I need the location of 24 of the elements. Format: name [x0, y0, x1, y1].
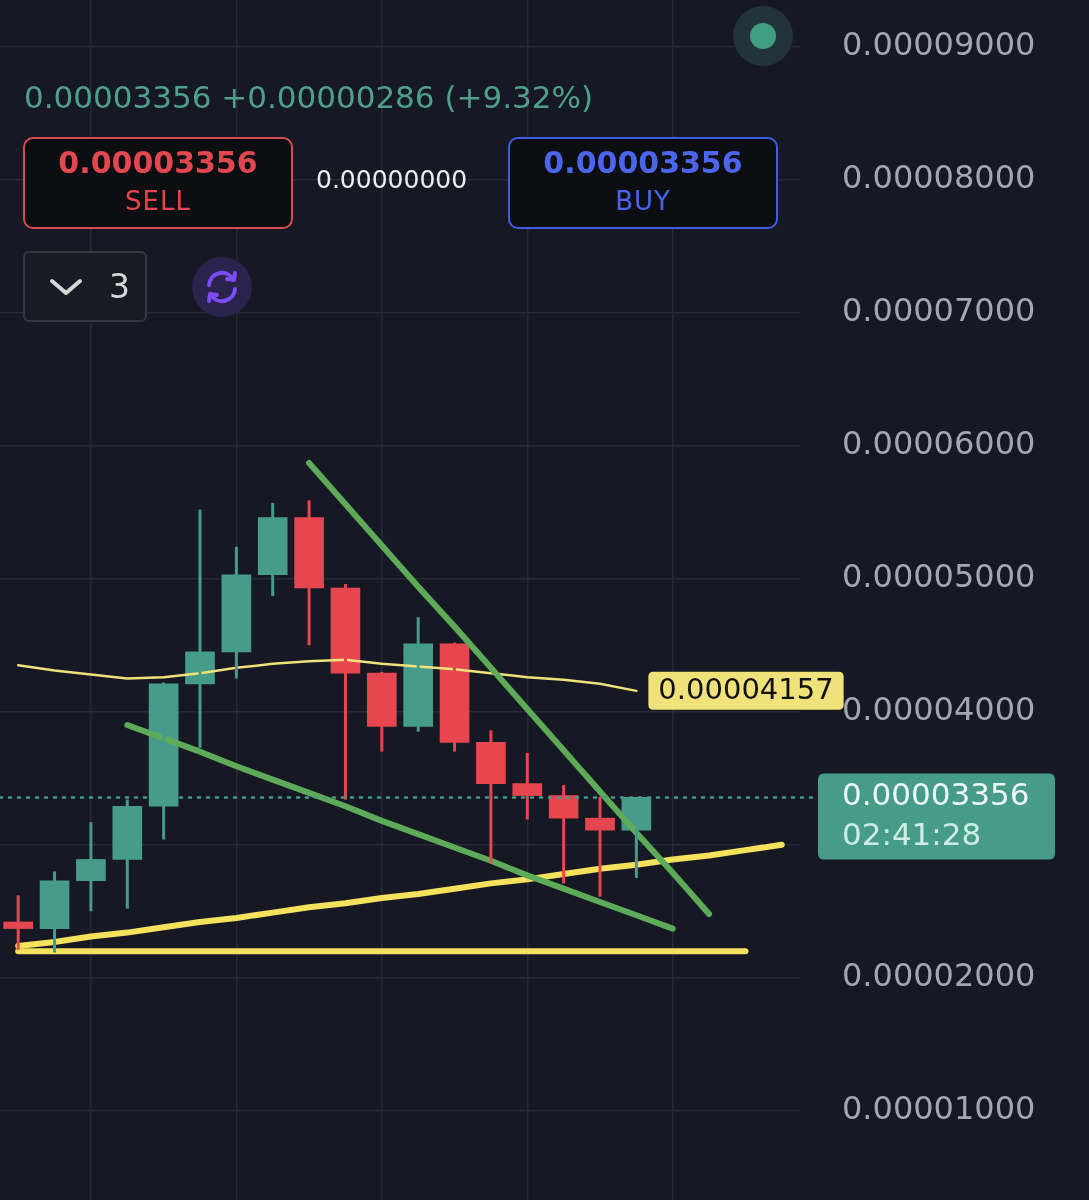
annotation: BUY — [615, 185, 671, 217]
y-tick-label: 0.00005000 — [842, 557, 1036, 596]
candlestick — [257, 501, 288, 597]
annotation: 0.00003356 — [58, 145, 258, 181]
y-tick-label: 0.00009000 — [842, 24, 1036, 63]
candlestick — [512, 752, 543, 820]
y-tick-label: 0.00004000 — [842, 690, 1036, 729]
y-tick-label: 0.00001000 — [842, 1089, 1036, 1128]
candlestick — [294, 500, 324, 647]
candlestick — [366, 670, 397, 752]
annotation: 3 — [109, 267, 130, 307]
candlestick — [76, 822, 106, 912]
annotation: 0.00000000 — [316, 164, 468, 196]
text: 02:41:28 — [842, 816, 982, 853]
y-tick-label: 0.00007000 — [842, 290, 1036, 329]
y-tick-label: 0.00002000 — [842, 956, 1036, 995]
candlestick — [476, 730, 506, 864]
annotation: SELL — [125, 185, 191, 217]
text: 0.00003356 +0.00000286 (+9.32%) — [24, 78, 594, 116]
data-label: 0.00004157 — [658, 672, 834, 707]
ref-line-label: 0.00003356 — [842, 776, 1030, 813]
y-tick-label: 0.00008000 — [842, 157, 1036, 196]
annotation: 0.00003356 — [543, 145, 743, 181]
y-tick-label: 0.00006000 — [842, 423, 1036, 462]
